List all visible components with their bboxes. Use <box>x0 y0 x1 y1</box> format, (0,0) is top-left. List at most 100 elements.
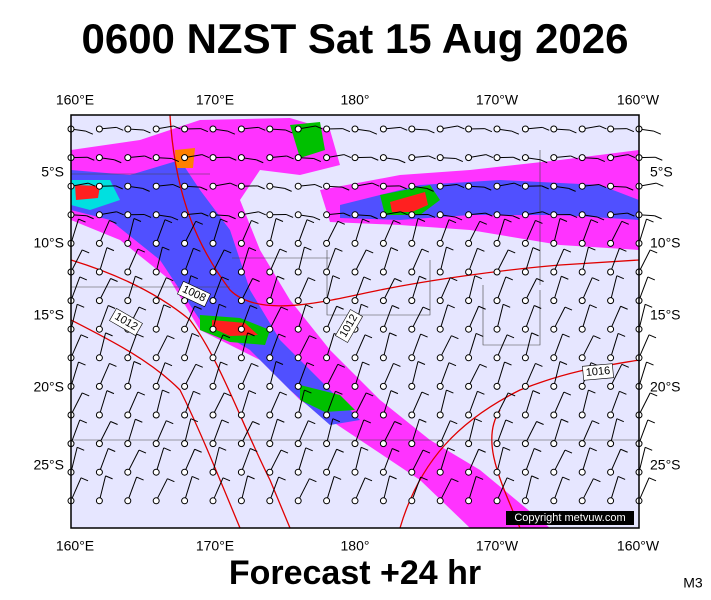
wind-barbs <box>67 125 664 505</box>
station <box>124 468 132 476</box>
barb-staff <box>382 247 392 273</box>
station <box>578 239 586 247</box>
station <box>550 325 558 333</box>
station <box>323 239 331 247</box>
barb-flag <box>365 249 374 254</box>
barb-staff <box>240 421 254 444</box>
copyright: Copyright metvuw.com <box>514 512 625 524</box>
barb-flag <box>649 249 658 254</box>
barb-flag <box>201 212 209 217</box>
barb-flag <box>390 247 399 252</box>
station <box>181 125 189 133</box>
barb-staff <box>411 361 419 387</box>
barb-staff <box>354 249 367 273</box>
graticule-labels: 160°E 160°E 170°E 170°E 180° 180° 170°W 170°W 16… <box>33 92 680 554</box>
station <box>550 239 558 247</box>
lat-label: 10°S <box>33 235 64 251</box>
barb-flag <box>420 476 428 481</box>
barb-staff <box>638 419 649 444</box>
lon-label: 160°E <box>56 92 94 108</box>
station <box>465 411 473 419</box>
barb-staff <box>240 475 249 501</box>
station <box>124 440 132 448</box>
lon-label: 180° <box>341 538 370 554</box>
barb-flag <box>446 246 454 251</box>
barb-flag <box>191 475 200 480</box>
barb-staff <box>411 218 419 244</box>
barb-flag <box>475 475 484 480</box>
station <box>209 497 217 505</box>
station <box>294 468 302 476</box>
station <box>550 154 558 162</box>
barb-flag <box>308 277 316 282</box>
barb-staff <box>610 221 623 244</box>
station <box>465 497 473 505</box>
station <box>408 268 416 276</box>
station <box>294 154 302 162</box>
barb-flag <box>427 129 435 134</box>
barb-staff <box>184 364 197 387</box>
barb-flag <box>80 477 89 482</box>
barb-flag <box>392 305 400 309</box>
station <box>408 468 416 476</box>
station <box>323 440 331 448</box>
barb-staff <box>610 275 618 301</box>
barb-flag <box>589 304 597 309</box>
model-label: M3 <box>683 575 703 591</box>
barb-staff <box>553 218 561 244</box>
lat-label: 15°S <box>33 307 64 323</box>
barb-staff <box>240 332 249 358</box>
station <box>550 468 558 476</box>
station <box>465 125 473 133</box>
lon-label: 160°W <box>617 538 660 554</box>
barb-flag <box>223 249 232 254</box>
barb-flag <box>109 362 117 367</box>
station <box>436 354 444 362</box>
barb-staff <box>70 334 82 359</box>
barb-flag <box>278 476 286 481</box>
barb-flag <box>363 419 371 424</box>
station <box>294 297 302 305</box>
barb-flag <box>626 186 634 191</box>
barb-staff <box>382 220 394 244</box>
barb-flag <box>569 129 577 134</box>
barb-flag <box>78 361 86 366</box>
barb-flag <box>138 306 147 311</box>
station <box>209 239 217 247</box>
barb-flag <box>306 219 315 224</box>
barb-flag <box>447 304 455 309</box>
barb-flag <box>278 333 286 338</box>
barb-staff <box>439 219 450 244</box>
barb-flag <box>448 362 457 367</box>
barb-staff <box>496 419 507 444</box>
station <box>465 468 473 476</box>
barb-staff <box>581 246 589 273</box>
barb-staff <box>524 220 536 244</box>
station <box>521 239 529 247</box>
barb-staff <box>155 420 167 444</box>
station <box>323 382 331 390</box>
barb-staff <box>212 361 221 387</box>
barb-flag <box>164 362 173 367</box>
barb-flag <box>535 219 543 224</box>
barb-flag <box>389 332 397 337</box>
station <box>351 297 359 305</box>
station <box>465 382 473 390</box>
station <box>209 182 217 190</box>
barb-staff <box>581 219 592 244</box>
barb-staff <box>269 391 281 416</box>
barb-staff <box>212 477 224 502</box>
lon-label: 170°E <box>196 538 234 554</box>
barb-staff <box>610 391 620 416</box>
station <box>578 411 586 419</box>
station <box>323 468 331 476</box>
barb-flag <box>285 214 294 218</box>
barb-staff <box>553 306 566 330</box>
station <box>521 297 529 305</box>
barb-flag <box>195 363 203 368</box>
barb-flag <box>110 421 118 425</box>
barb-flag <box>144 155 152 160</box>
barb-flag <box>420 333 428 338</box>
barb-flag <box>86 215 94 220</box>
barb-staff <box>524 448 535 473</box>
